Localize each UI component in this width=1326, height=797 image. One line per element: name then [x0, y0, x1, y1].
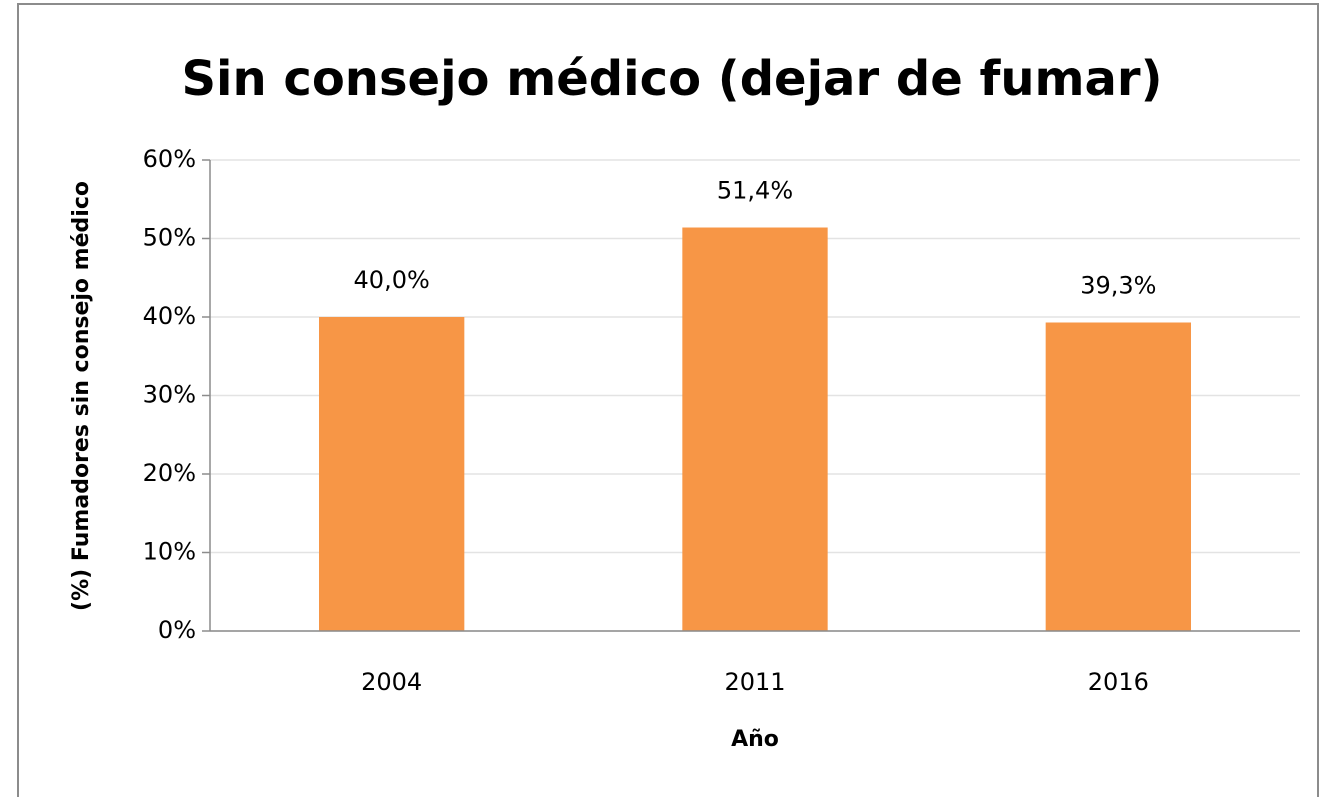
x-tick-label: 2011: [724, 668, 785, 696]
y-axis-label: (%) Fumadores sin consejo médico: [69, 181, 94, 611]
x-axis-label: Año: [731, 727, 779, 752]
y-tick-label: 50%: [143, 224, 196, 252]
y-tick-label: 30%: [143, 381, 196, 409]
chart-title: Sin consejo médico (dejar de fumar): [181, 51, 1162, 107]
x-tick-label: 2016: [1088, 668, 1149, 696]
y-tick-label: 40%: [143, 302, 196, 330]
y-tick-label: 60%: [143, 145, 196, 173]
bar: [1045, 322, 1191, 631]
y-tick-label: 20%: [143, 459, 196, 487]
y-tick-label: 10%: [143, 538, 196, 566]
data-label: 51,4%: [717, 177, 793, 205]
data-label: 40,0%: [354, 266, 430, 294]
bar: [682, 227, 828, 631]
data-label: 39,3%: [1080, 271, 1156, 299]
y-tick-label: 0%: [158, 616, 196, 644]
bar: [319, 317, 465, 631]
x-tick-label: 2004: [361, 668, 422, 696]
